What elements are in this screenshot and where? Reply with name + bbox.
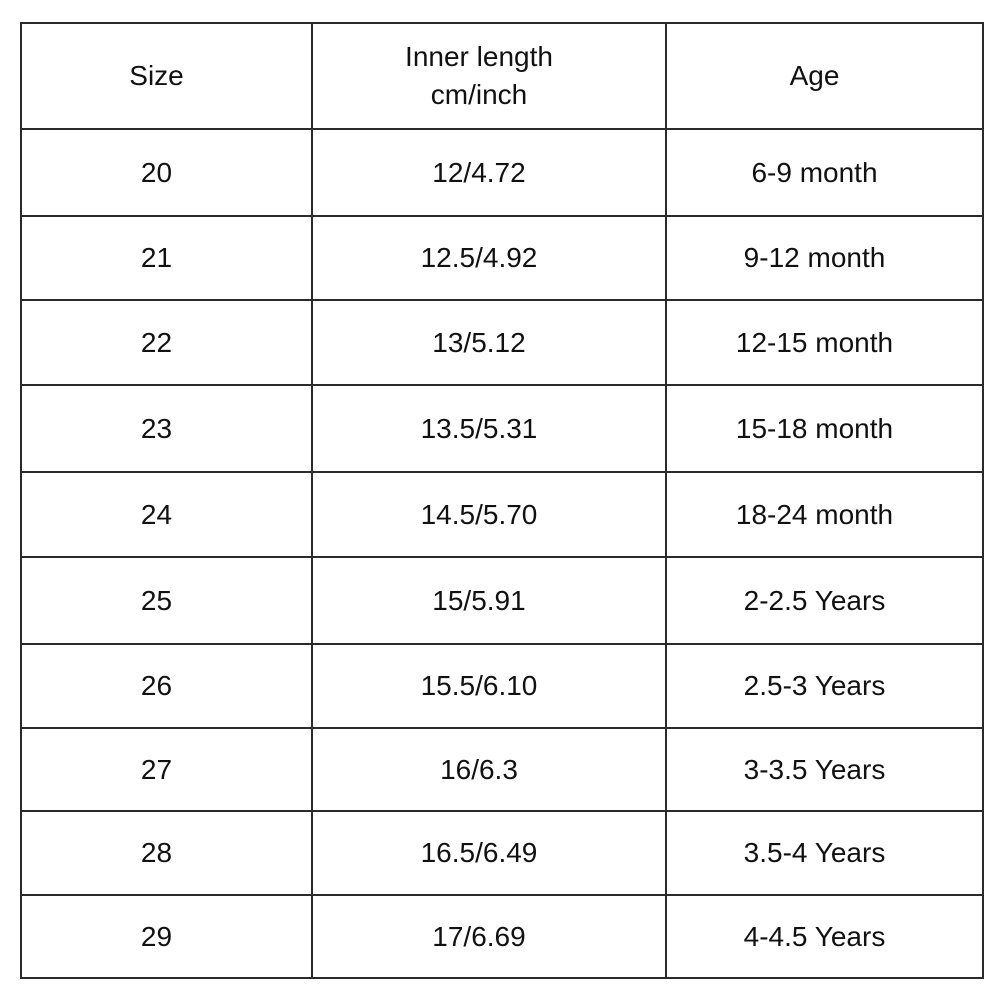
row-line	[20, 727, 984, 729]
body-cell: 15-18 month	[735, 412, 894, 444]
row-line	[20, 643, 984, 645]
column-line	[665, 22, 667, 979]
body-cell: 13.5/5.31	[420, 412, 538, 444]
header-text: cm/inch	[430, 79, 528, 110]
body-cell: 2.5-3 Years	[743, 670, 886, 701]
column-line	[20, 22, 22, 979]
body-cell: 12/4.72	[432, 156, 526, 188]
header-text: Size	[129, 60, 184, 91]
body-cell: 18-24 month	[735, 498, 894, 530]
row-line	[20, 977, 984, 979]
body-cell: 26	[140, 670, 173, 701]
header-text: Age	[789, 60, 840, 91]
row-line	[20, 556, 984, 558]
body-cell: 24	[140, 498, 173, 530]
body-cell: 6-9 month	[751, 156, 878, 188]
column-line	[311, 22, 313, 979]
body-cell: 16/6.3	[440, 753, 518, 785]
body-cell: 12.5/4.92	[420, 242, 538, 273]
body-cell: 23	[140, 412, 173, 444]
body-cell: 22	[140, 326, 173, 358]
body-cell: 4-4.5 Years	[743, 920, 886, 952]
body-cell: 17/6.69	[432, 920, 526, 952]
row-line	[20, 894, 984, 896]
body-cell: 3.5-4 Years	[743, 837, 886, 868]
row-line	[20, 471, 984, 473]
header-cell: Age	[667, 24, 962, 128]
row-line	[20, 810, 984, 812]
body-cell: 13/5.12	[432, 326, 526, 358]
body-cell: 20	[140, 156, 173, 188]
body-cell: 2-2.5 Years	[743, 584, 886, 616]
body-cell: 28	[140, 837, 173, 868]
row-line	[20, 22, 984, 24]
body-cell: 29	[140, 920, 173, 952]
row-line	[20, 384, 984, 386]
body-cell: 12-15 month	[735, 326, 894, 358]
body-cell: 16.5/6.49	[420, 837, 538, 868]
column-line	[982, 22, 984, 979]
body-cell: 9-12 month	[743, 242, 886, 273]
row-line	[20, 299, 984, 301]
row-line	[20, 128, 984, 130]
header-cell: Inner length cm/inch	[313, 24, 645, 128]
body-cell: 15/5.91	[432, 584, 526, 616]
body-cell: 27	[140, 753, 173, 785]
body-cell: 14.5/5.70	[420, 498, 538, 530]
body-cell: 21	[140, 242, 173, 273]
body-cell: 3-3.5 Years	[743, 753, 886, 785]
body-cell: 25	[140, 584, 173, 616]
row-line	[20, 215, 984, 217]
header-text: Inner length	[405, 41, 553, 72]
header-cell: Size	[22, 24, 291, 128]
body-cell: 15.5/6.10	[420, 670, 538, 701]
